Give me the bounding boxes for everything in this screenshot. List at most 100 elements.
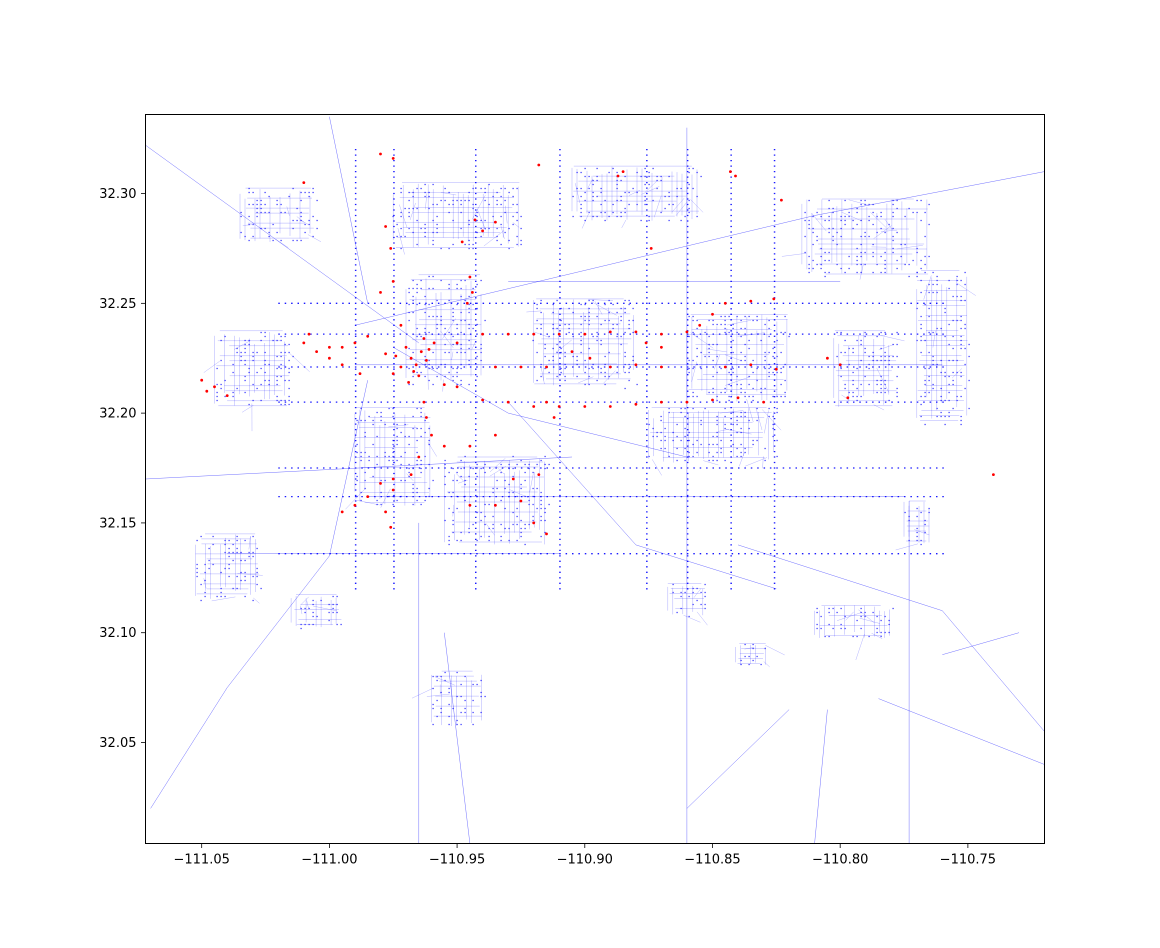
highlighted-node-110: [734, 174, 737, 178]
road-nodes-2: [688, 315, 790, 402]
road-nodes-3: [836, 331, 898, 402]
node-cluster-5: [444, 455, 550, 546]
road-edge-7: [354, 171, 1045, 326]
highlighted-node-62: [634, 363, 638, 367]
highlighted-node-75: [366, 495, 370, 498]
street-grid-2: [686, 314, 788, 402]
curved-streets-7: [203, 536, 263, 604]
highlighted-node-19: [399, 323, 403, 327]
highlighted-node-92: [358, 372, 362, 375]
highlighted-node-12: [391, 372, 395, 375]
node-cluster-16: [735, 643, 785, 668]
highlighted-node-68: [425, 416, 428, 419]
highlighted-node-105: [537, 163, 541, 167]
road-nodes-17: [432, 671, 486, 726]
street-grid-11: [801, 198, 929, 275]
highlighted-node-37: [711, 312, 714, 316]
highlighted-node-64: [545, 365, 548, 369]
street-grid-19: [903, 500, 930, 544]
curved-streets-13: [652, 408, 782, 476]
highlighted-node-50: [583, 405, 587, 408]
curved-streets-0: [427, 318, 476, 392]
highlighted-node-7: [394, 354, 398, 358]
street-grid-1: [533, 298, 634, 386]
highlighted-node-35: [685, 330, 689, 334]
road-edge-1: [145, 456, 573, 480]
highlighted-node-53: [660, 400, 663, 404]
highlighted-node-24: [315, 350, 318, 353]
highlighted-node-100: [391, 157, 395, 160]
highlighted-node-116: [552, 416, 556, 419]
curved-streets-12: [923, 275, 976, 379]
street-grid-10: [571, 165, 699, 221]
highlighted-node-58: [723, 365, 727, 369]
road-edges-layer: [145, 116, 1045, 844]
y-tick-label-5: 32.30: [99, 187, 136, 202]
arterial-node-marks: [278, 148, 944, 590]
highlighted-node-121: [992, 473, 995, 476]
highlighted-node-74: [379, 482, 382, 485]
highlighted-node-60: [774, 367, 778, 371]
highlighted-node-18: [379, 291, 382, 294]
street-grid-5: [444, 456, 545, 545]
node-cluster-15: [667, 583, 708, 626]
highlighted-node-109: [729, 170, 732, 174]
road-edge-14: [878, 698, 1045, 765]
highlighted-node-47: [506, 400, 510, 404]
highlighted-node-31: [583, 332, 587, 336]
highlighted-node-44: [442, 383, 446, 386]
highlighted-node-77: [340, 510, 344, 514]
highlighted-node-78: [391, 488, 395, 492]
highlighted-node-55: [711, 398, 714, 402]
highlighted-node-114: [846, 396, 850, 400]
curved-streets-14: [836, 609, 883, 661]
highlighted-node-14: [422, 337, 426, 340]
highlighted-node-80: [389, 525, 393, 529]
curved-streets-6: [203, 340, 310, 432]
curved-streets-10: [575, 178, 704, 229]
highlighted-node-38: [723, 301, 727, 305]
curved-streets-16: [744, 645, 785, 668]
highlighted-node-15: [384, 225, 387, 228]
highlighted-node-40: [772, 297, 776, 301]
road-nodes-7: [196, 535, 262, 602]
highlighted-node-28: [506, 332, 510, 336]
road-nodes-layer: [195, 148, 976, 726]
highlighted-node-57: [762, 400, 765, 404]
highlighted-node-67: [422, 400, 426, 404]
street-grid-8: [239, 187, 314, 242]
road-nodes-15: [672, 583, 706, 618]
highlighted-node-71: [417, 455, 421, 459]
road-edge-3: [329, 116, 368, 304]
street-grid-15: [667, 583, 705, 616]
road-edge-15: [942, 632, 1020, 655]
road-nodes-4: [356, 407, 434, 506]
curved-streets-3: [841, 335, 905, 411]
highlighted-node-20: [366, 334, 370, 338]
curved-streets-8: [242, 206, 322, 248]
highlighted-node-101: [460, 240, 464, 244]
highlighted-node-43: [465, 301, 469, 305]
highlighted-node-13: [384, 352, 387, 356]
highlighted-node-79: [384, 510, 387, 514]
y-tick-label-4: 32.25: [99, 297, 136, 312]
highlighted-node-104: [494, 220, 497, 224]
highlighted-node-48: [532, 405, 536, 408]
highlighted-node-88: [537, 473, 541, 476]
highlighted-node-117: [570, 350, 574, 353]
y-tick-label-2: 32.15: [99, 516, 136, 531]
highlighted-node-94: [200, 378, 204, 382]
highlighted-node-39: [749, 299, 753, 303]
street-grid-9: [393, 182, 520, 248]
street-grid-14: [814, 605, 890, 638]
street-grid-7: [195, 533, 259, 599]
highlighted-node-51: [608, 405, 612, 408]
node-cluster-3: [833, 330, 905, 411]
highlighted-node-86: [468, 444, 472, 448]
highlighted-node-102: [473, 218, 477, 222]
x-tick-label-3: −110.90: [557, 853, 613, 868]
highlighted-node-41: [468, 275, 472, 279]
highlighted-node-42: [471, 291, 474, 294]
road-edge-0: [145, 145, 419, 344]
